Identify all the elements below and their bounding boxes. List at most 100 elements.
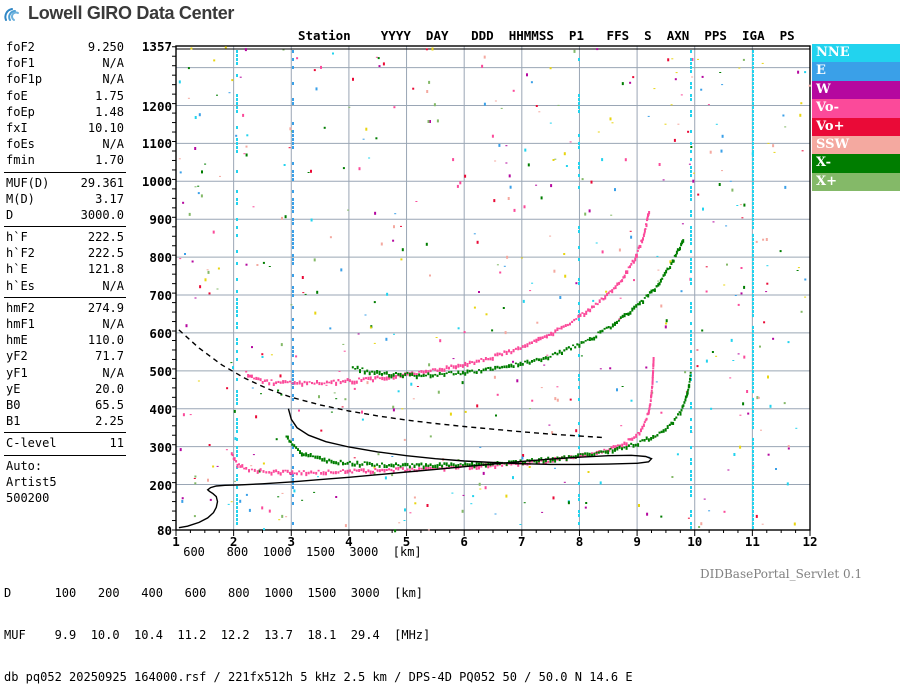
station-info-header: Station YYYY DAY DDD HHMMSS P1 FFS S AXN… [298, 28, 795, 43]
param-value: 110.0 [87, 333, 124, 348]
param-name: B0 [6, 397, 21, 412]
x-axis-tick-label: 1 [172, 534, 180, 549]
param-value: 29.361 [80, 175, 124, 190]
y-axis-labels: 80 200 300 400 500 600 700 800 900 1000 1100 1200 13… [126, 0, 174, 600]
param-name: h`F2 [6, 246, 35, 261]
x-axis-tick-label: 7 [518, 534, 526, 549]
x-axis-tick-label: 9 [633, 534, 641, 549]
y-axis-tick-label: 1000 [141, 174, 172, 190]
x-axis-tick-label: 4 [345, 534, 353, 549]
param-row: hmF1 N/A [4, 317, 126, 333]
y-axis-tick-label: 1200 [141, 98, 172, 114]
param-value: 1.48 [95, 104, 124, 119]
legend-item-x[interactable]: X- [812, 154, 900, 173]
param-row: hmE 110.0 [4, 333, 126, 349]
param-row: M(D) 3.17 [4, 192, 126, 208]
x-axis-tick-label: 5 [402, 534, 411, 549]
param-value: N/A [102, 137, 124, 152]
x-axis-tick-label: 11 [744, 534, 760, 549]
servlet-version-label: DIDBasePortal_Servlet 0.1 [700, 567, 863, 581]
footer-block: D 100 200 400 600 800 1000 1500 3000 [km… [4, 558, 633, 698]
param-value: 2.25 [95, 414, 124, 429]
param-name: h`F [6, 230, 28, 245]
y-axis-tick-label: 80 [156, 523, 172, 538]
y-axis-tick-label: 700 [149, 288, 172, 303]
legend-item-vo[interactable]: Vo- [812, 99, 900, 118]
app-logo-bar: Lowell GIRO Data Center [0, 0, 300, 30]
polarization-legend: NNE E W Vo- Vo+ SSW X- X+ [812, 44, 900, 192]
param-divider [4, 432, 126, 434]
param-value: 9.250 [87, 40, 124, 54]
param-value: N/A [102, 317, 124, 331]
param-row: fxI 10.10 [4, 121, 126, 137]
param-value: 274.9 [87, 300, 124, 315]
param-row: B1 2.25 [4, 414, 126, 430]
y-axis-tick-label: 800 [149, 250, 172, 266]
param-row: foF2 9.250 [4, 40, 126, 56]
param-value: 222.5 [87, 230, 124, 245]
param-name: D [6, 207, 14, 222]
param-name: MUF(D) [6, 175, 50, 190]
x-axis-tick-label: 8 [575, 534, 584, 549]
param-row: foF1 N/A [4, 56, 126, 72]
param-name: h`E [6, 262, 28, 277]
auto-scaler-line: Artist5 [6, 474, 57, 489]
param-name: yE [6, 381, 21, 396]
y-axis-tick-label: 400 [149, 401, 172, 417]
param-row: C-level 11 [4, 436, 126, 452]
ionogram-parameters-panel: foF2 9.250 foF1 N/A foF1p N/A foE 1.75 foEp 1.48 f… [4, 40, 126, 507]
y-axis-tick-label: 300 [149, 439, 172, 455]
y-axis-tick-label: 1357 [141, 39, 172, 54]
footer-distance-row: D 100 200 400 600 800 1000 1500 3000 [km… [4, 586, 424, 600]
param-value: N/A [102, 365, 124, 380]
param-name: C-level [6, 436, 57, 451]
param-divider [4, 226, 126, 228]
param-name: h`Es [6, 278, 35, 293]
param-row: h`F 222.5 [4, 230, 126, 246]
param-row: h`Es N/A [4, 279, 126, 295]
param-name: foEs [6, 137, 35, 152]
y-axis-tick-label: 600 [149, 325, 172, 341]
param-value: N/A [102, 278, 124, 293]
param-name: hmE [6, 333, 28, 348]
legend-item-nne[interactable]: NNE [812, 44, 900, 63]
param-value: N/A [102, 56, 124, 71]
y-axis-tick-label: 500 [149, 363, 172, 379]
param-value: 20.0 [95, 381, 124, 396]
legend-item-w[interactable]: W [812, 80, 900, 100]
param-value: 11 [109, 436, 124, 451]
y-axis-tick-label: 200 [149, 477, 172, 493]
param-name: M(D) [6, 191, 35, 206]
legend-item-e[interactable]: E [812, 62, 900, 81]
param-name: yF2 [6, 349, 28, 364]
giro-wave-icon [4, 8, 19, 21]
x-axis-tick-label: 10 [687, 534, 703, 549]
x-axis-tick-label: 6 [460, 534, 468, 549]
param-value: 3.17 [95, 191, 124, 206]
param-row: foF1p N/A [4, 72, 126, 88]
param-row: foEp 1.48 [4, 105, 126, 121]
param-value: 1.75 [95, 88, 124, 103]
param-row: h`E 121.8 [4, 262, 126, 278]
param-value: 1.70 [95, 153, 124, 168]
param-name: foE [6, 88, 28, 103]
x-axis-tick-label: 2 [229, 534, 238, 549]
param-divider [4, 171, 126, 173]
legend-item-vo[interactable]: Vo+ [812, 117, 900, 136]
x-axis-tick-label: 12 [802, 534, 818, 549]
auto-scaler-line: Auto: [6, 458, 43, 473]
legend-item-ssw[interactable]: SSW [812, 135, 900, 155]
x-axis-labels: 1 2 3 4 5 6 7 8 9 10 11 12 [172, 534, 818, 549]
auto-scaler-line: 500200 [6, 490, 50, 505]
param-name: fmin [6, 153, 35, 168]
y-axis-tick-label: 900 [149, 212, 172, 228]
footer-file-row: db pq052 20250925 164000.rsf / 221fx512h… [4, 670, 633, 684]
param-row: hmF2 274.9 [4, 301, 126, 317]
param-row: h`F2 222.5 [4, 246, 126, 262]
param-row: yE 20.0 [4, 382, 126, 398]
param-name: hmF1 [6, 317, 35, 331]
legend-item-x[interactable]: X+ [812, 172, 900, 192]
param-row: MUF(D) 29.361 [4, 176, 126, 192]
param-row: foEs N/A [4, 137, 126, 153]
param-value: 222.5 [87, 246, 124, 261]
